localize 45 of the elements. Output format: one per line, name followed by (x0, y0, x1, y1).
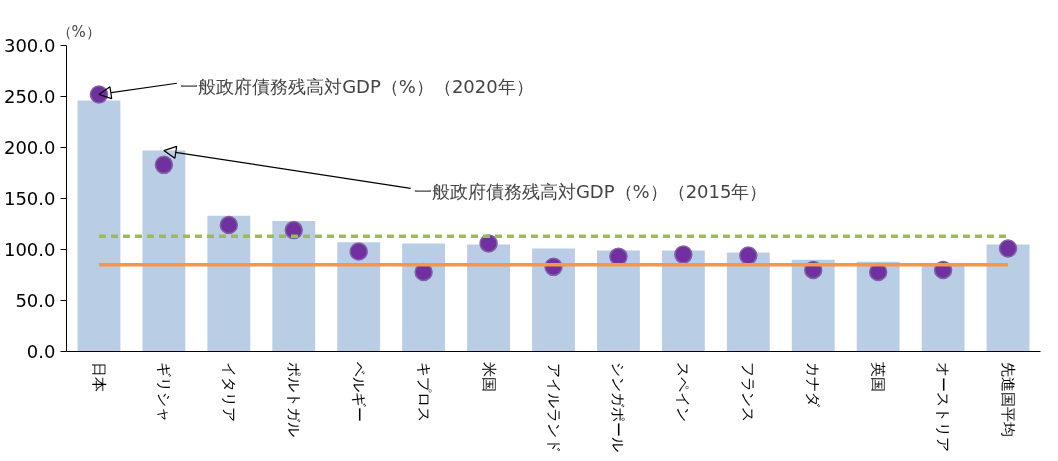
bar (597, 250, 640, 352)
bar (77, 100, 121, 352)
x-tick-label: キプロス (414, 362, 433, 423)
y-tick-label: 250.0 (3, 86, 56, 107)
bar (726, 252, 770, 352)
annotation: 一般政府債務残高対GDP（%）（2020年） (180, 75, 534, 97)
y-tick-label: 50.0 (15, 290, 56, 311)
x-tick-label: ベルギー (349, 362, 368, 423)
y-tick-label: 150.0 (3, 188, 56, 209)
bar (402, 243, 446, 352)
point (739, 246, 758, 265)
x-tick-label: フランス (739, 362, 758, 423)
x-tick-label: 日本 (89, 362, 108, 393)
x-tick-label: 米国 (479, 362, 498, 393)
bar (856, 261, 900, 352)
point (219, 215, 239, 235)
x-tick-label: オーストリア (934, 362, 953, 453)
point (674, 245, 693, 264)
point (154, 155, 174, 175)
y-tick-label: 300.0 (3, 35, 56, 56)
x-tick-label: アイルランド (544, 362, 563, 453)
bar (272, 220, 316, 352)
y-axis-title: （%） (56, 22, 101, 41)
x-tick-label: スペイン (674, 362, 693, 423)
point (998, 239, 1018, 258)
y-tick-label: 200.0 (3, 137, 56, 158)
point (89, 85, 109, 104)
bar (467, 244, 510, 352)
bar (661, 250, 705, 352)
bar (986, 244, 1030, 352)
x-tick-label: イタリア (219, 362, 238, 423)
x-tick-label: ポルトガル (284, 362, 303, 438)
bar (532, 248, 575, 352)
bar (337, 242, 381, 352)
y-tick-label: 100.0 (3, 239, 56, 260)
y-tick-label: 0.0 (26, 341, 56, 362)
point (349, 242, 368, 261)
x-tick-label: 先進国平均 (999, 362, 1018, 438)
x-tick-label: ギリシャ (154, 362, 173, 423)
annotation: 一般政府債務残高対GDP（%）（2015年） (413, 180, 768, 202)
bar (142, 150, 186, 352)
x-tick-label: シンガポール (609, 362, 628, 453)
x-tick-label: カナダ (804, 362, 823, 409)
bar (791, 259, 835, 352)
x-tick-label: 英国 (869, 362, 888, 393)
